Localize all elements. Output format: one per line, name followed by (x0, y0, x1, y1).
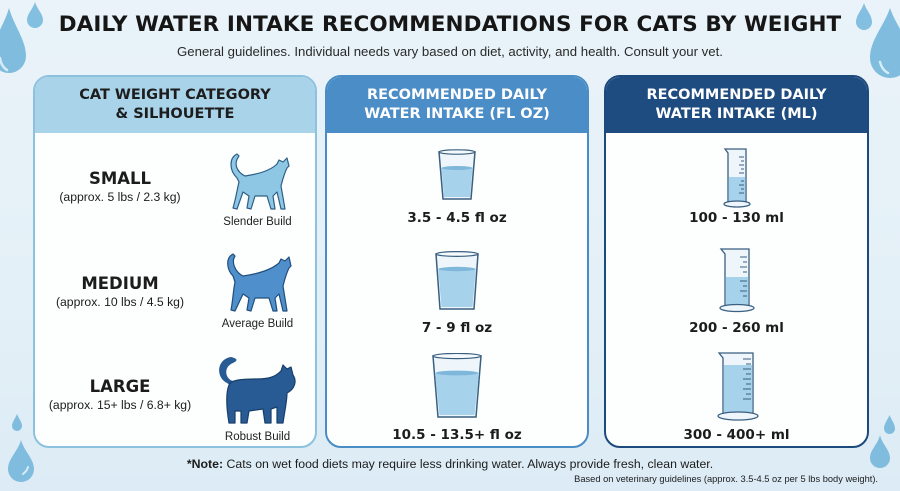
floz-panel-header: RECOMMENDED DAILY WATER INTAKE (FL OZ) (327, 77, 587, 133)
category-name: LARGE (89, 377, 151, 396)
cat-slender-icon (229, 153, 290, 210)
floz-panel: RECOMMENDED DAILY WATER INTAKE (FL OZ) 3… (325, 75, 589, 448)
water-glass-icon (438, 149, 476, 200)
category-panel: CAT WEIGHT CATEGORY & SILHOUETTE SMALL (… (33, 75, 317, 448)
water-glass-icon (432, 353, 482, 418)
page-subtitle: General guidelines. Individual needs var… (177, 44, 723, 59)
water-drop-icon (856, 3, 872, 30)
build-label: Average Build (221, 318, 294, 330)
category-name: MEDIUM (81, 274, 159, 293)
category-panel-header: CAT WEIGHT CATEGORY & SILHOUETTE (35, 77, 315, 133)
ml-panel: RECOMMENDED DAILY WATER INTAKE (ML) 100 … (604, 75, 869, 448)
build-label: Slender Build (223, 216, 292, 228)
ml-value: 200 - 260 ml (689, 320, 784, 336)
floz-value: 10.5 - 13.5+ fl oz (392, 427, 522, 443)
page-title: DAILY WATER INTAKE RECOMMENDATIONS FOR C… (58, 12, 842, 37)
ml-panel-header: RECOMMENDED DAILY WATER INTAKE (ML) (606, 77, 867, 133)
cat-robust-icon (218, 357, 296, 424)
category-weight: (approx. 5 lbs / 2.3 kg) (59, 190, 181, 204)
source-citation: Based on veterinary guidelines (approx. … (574, 474, 878, 484)
cat-average-icon (226, 253, 292, 312)
category-weight: (approx. 15+ lbs / 6.8+ kg) (48, 398, 192, 412)
note-label: *Note: (186, 457, 224, 471)
graduated-cylinder-icon (722, 148, 751, 208)
build-label: Robust Build (224, 431, 291, 443)
water-drop-icon (884, 415, 895, 434)
water-drop-icon (27, 2, 43, 28)
water-drop-icon (8, 440, 34, 482)
graduated-cylinder-icon (718, 248, 755, 313)
category-weight: (approx. 10 lbs / 4.5 kg) (55, 295, 185, 309)
note-text: Cats on wet food diets may require less … (223, 457, 714, 471)
water-drop-icon (12, 414, 22, 431)
ml-value: 100 - 130 ml (689, 210, 784, 226)
floz-value: 3.5 - 4.5 fl oz (407, 210, 507, 226)
graduated-cylinder-icon (716, 352, 759, 421)
footer-note: *Note: Cats on wet food diets may requir… (0, 457, 900, 471)
category-name: SMALL (88, 169, 152, 188)
floz-value: 7 - 9 fl oz (421, 320, 493, 336)
water-glass-icon (435, 251, 479, 310)
water-drop-icon (870, 8, 900, 78)
water-drop-icon (870, 435, 890, 468)
ml-value: 300 - 400+ ml (683, 427, 790, 443)
water-drop-icon (0, 8, 26, 73)
